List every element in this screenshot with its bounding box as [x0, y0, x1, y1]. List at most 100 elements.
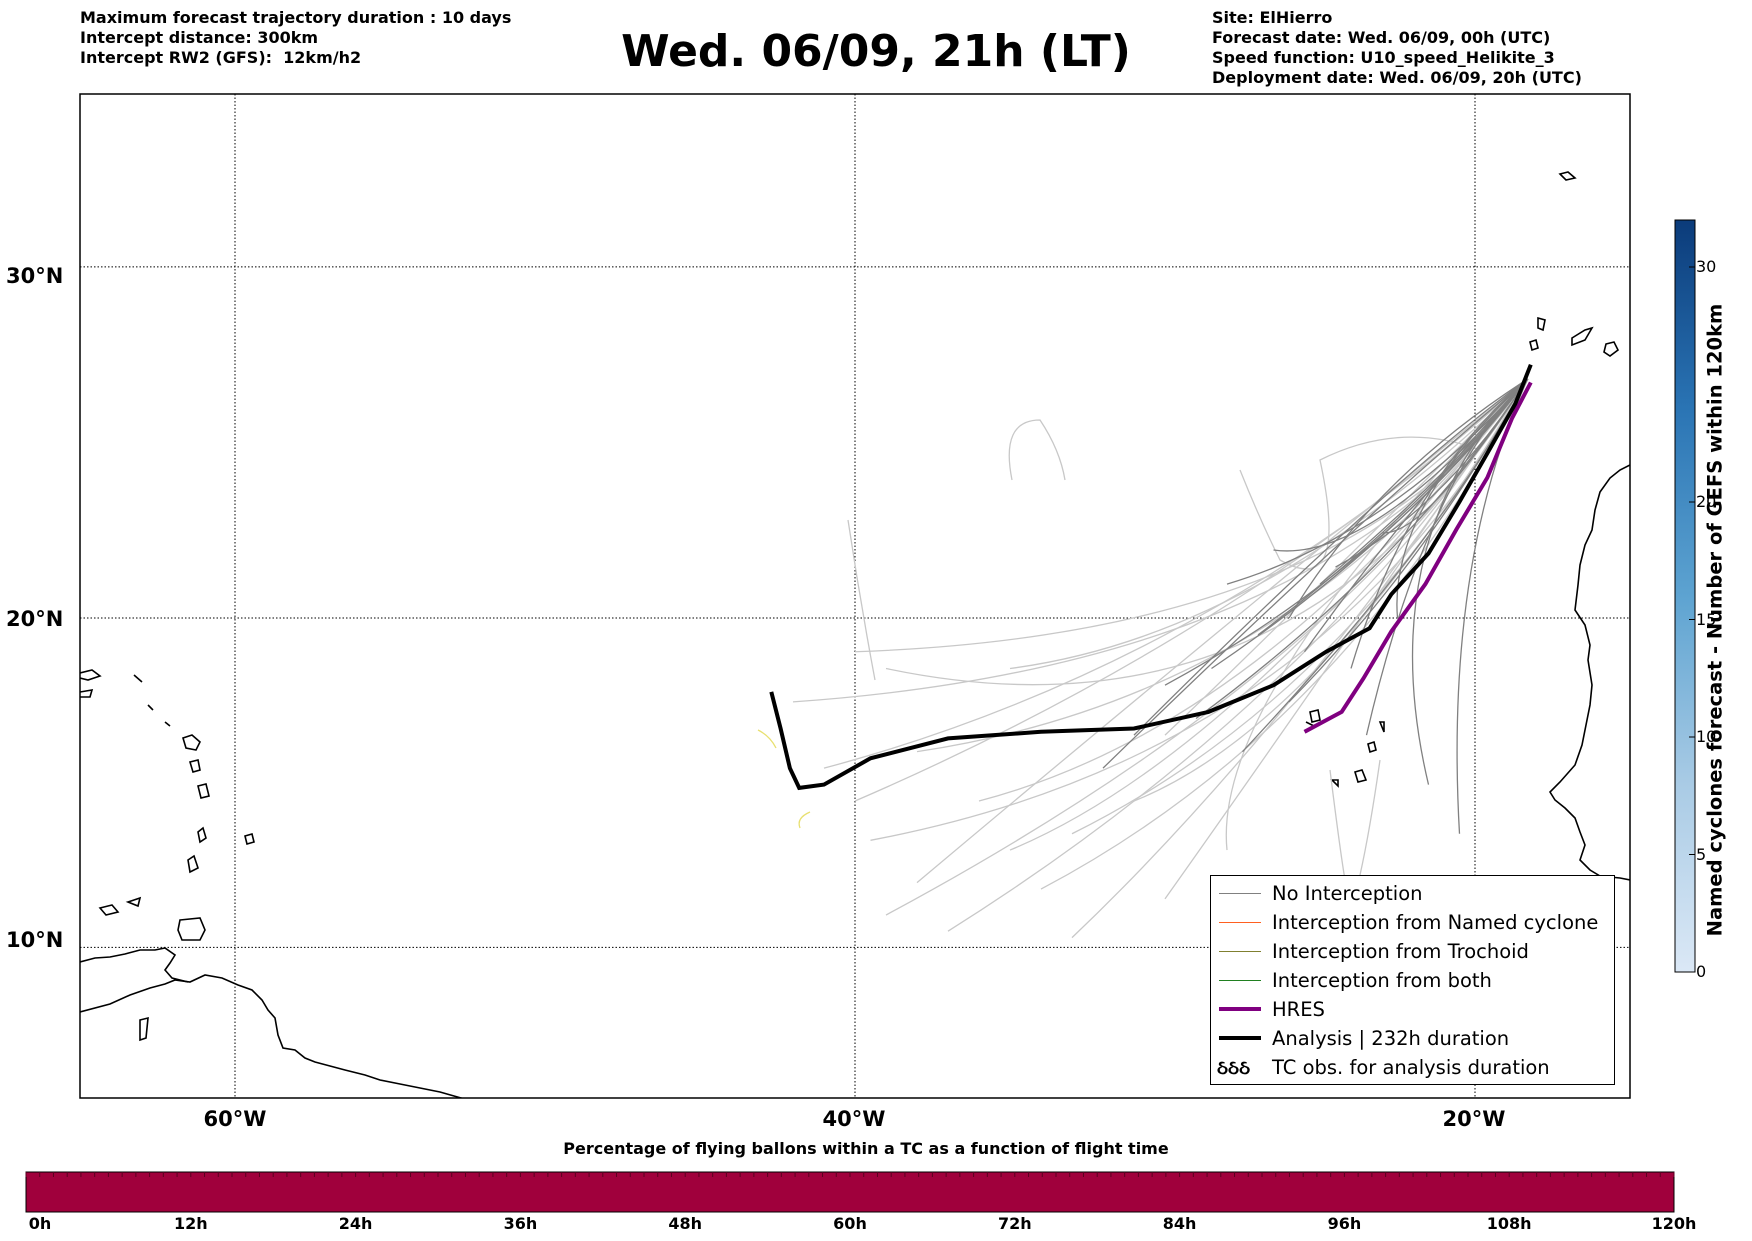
ensemble-member-17: [1365, 378, 1529, 736]
island-canary-1: [1537, 316, 1546, 332]
island-barbados: [244, 833, 255, 845]
header-left-line-2: Intercept distance: 300km: [80, 28, 319, 47]
ensemble-spread-member-8: [947, 378, 1529, 932]
legend-label-tc-obs: TC obs. for analysis duration: [1272, 1056, 1550, 1079]
ensemble-member-20: [1273, 378, 1529, 552]
colorbar-horizontal-tick-label-9: 108h: [1486, 1214, 1532, 1233]
colorbar-vertical-tick-label-30: 30: [1696, 257, 1717, 276]
colorbar-horizontal-tick-label-8: 96h: [1327, 1214, 1362, 1233]
island-lesser-antilles-5: [187, 854, 199, 874]
island-hispaniola: [80, 689, 94, 698]
island-canary-3: [1603, 341, 1620, 357]
ensemble-member-5: [1288, 378, 1529, 619]
legend-label-hres: HRES: [1272, 998, 1325, 1021]
header-right-line-3: Speed function: U10_speed_Helikite_3: [1212, 48, 1555, 67]
hres-trajectory: [1303, 381, 1533, 734]
ensemble-wander-3: [847, 519, 876, 681]
ensemble-spread-member-18: [1225, 378, 1529, 851]
ensemble-wander-1: [1239, 436, 1481, 570]
legend-swatch-hres: [1219, 1007, 1261, 1011]
colorbar-vertical-tick-label-0: 0: [1696, 962, 1707, 981]
island-small-2: [147, 704, 154, 711]
legend-swatch-both: [1219, 980, 1261, 981]
coast-africa: [1548, 464, 1630, 881]
colorbar-horizontal-tick-label-7: 84h: [1162, 1214, 1197, 1233]
island-canary-2: [1571, 326, 1594, 347]
lat-label-30: 30°N: [6, 264, 64, 288]
legend: No Interception Interception from Named …: [1210, 875, 1615, 1085]
island-lesser-antilles-1: [182, 734, 201, 751]
lon-label-60w: 60°W: [203, 1107, 267, 1131]
legend-label-analysis: Analysis | 232h duration: [1272, 1027, 1510, 1050]
ensemble-spread-member-5: [1009, 378, 1529, 851]
colorbar-vertical-tick-label-15: 15: [1696, 609, 1717, 629]
legend-label-named-cyclone: Interception from Named cyclone: [1272, 911, 1599, 934]
trochoid-mark-1: [757, 729, 777, 749]
lat-label-10: 10°N: [6, 928, 64, 952]
island-lesser-antilles-2: [188, 759, 201, 773]
map-frame: [79, 93, 1631, 1099]
island-lesser-antilles-4: [197, 826, 207, 844]
legend-item-hres: HRES: [1211, 996, 1614, 1024]
island-curacao: [98, 904, 120, 916]
ensemble-no-interception-lines: [1102, 378, 1529, 834]
analysis-trajectory: [769, 363, 1533, 791]
island-puerto-rico: [80, 669, 102, 681]
island-cape-verde-2: [1354, 769, 1368, 783]
colorbar-horizontal-tick-label-2: 24h: [338, 1214, 373, 1233]
colorbar-vertical-ticks: [1689, 266, 1695, 973]
island-trinidad: [177, 917, 206, 941]
ensemble-spread-member-16: [1009, 378, 1529, 670]
colorbar-vertical-tick-label-20: 20: [1696, 492, 1717, 511]
ensemble-member-10: [1102, 378, 1529, 769]
colorbar-horizontal-title: Percentage of flying ballons within a TC…: [563, 1139, 1169, 1158]
island-cape-verde-1: [1309, 709, 1321, 723]
ensemble-wander-4: [1329, 769, 1346, 881]
colorbar-horizontal-tick-label-4: 48h: [668, 1214, 703, 1233]
island-canary-4: [1529, 338, 1539, 352]
island-cape-verde-3: [1367, 740, 1377, 754]
ensemble-spread-member-20: [870, 378, 1529, 841]
coast-venezuela-north: [80, 947, 189, 983]
colorbar-vertical: [1674, 219, 1696, 973]
colorbar-vertical-tick-label-5: 5: [1696, 844, 1707, 864]
ensemble-spread-member-10: [1164, 378, 1529, 900]
colorbar-horizontal-tick-label-6: 72h: [997, 1214, 1032, 1233]
tc-obs-icon: ઠઠઠ: [1217, 1057, 1251, 1079]
map-title: Wed. 06/09, 21h (LT): [621, 26, 1131, 77]
legend-swatch-analysis: [1219, 1036, 1261, 1040]
island-small-1: [133, 674, 143, 683]
ensemble-spread-member-3: [916, 378, 1529, 753]
island-cape-verde-4: [1378, 721, 1385, 733]
ensemble-wander-2: [1008, 419, 1066, 481]
legend-swatch-named-cyclone: [1219, 922, 1261, 923]
coastlines: [80, 171, 1630, 1098]
header-right-line-2: Forecast date: Wed. 06/09, 00h (UTC): [1212, 28, 1551, 47]
legend-item-trochoid: Interception from Trochoid: [1211, 938, 1614, 966]
ensemble-spread-member-4: [978, 378, 1529, 802]
island-aruba: [125, 896, 142, 908]
ensemble-spread-member-6: [916, 378, 1529, 884]
ensemble-member-8: [1195, 378, 1529, 720]
header-right-line-1: Site: ElHierro: [1212, 8, 1333, 27]
legend-label-no-interception: No Interception: [1272, 882, 1423, 905]
ensemble-spread-member-1: [854, 378, 1529, 653]
legend-swatch-no-interception: [1219, 893, 1261, 894]
legend-item-tc-obs: ઠઠઠ TC obs. for analysis duration: [1211, 1054, 1614, 1082]
lon-label-40w: 40°W: [822, 1107, 886, 1131]
header-right-line-4: Deployment date: Wed. 06/09, 20h (UTC): [1212, 68, 1582, 87]
ensemble-member-19: [1226, 378, 1529, 585]
colorbar-horizontal-ticks: [25, 1172, 1675, 1177]
header-left-line-3: Intercept RW2 (GFS): 12km/h2: [80, 48, 362, 67]
trochoid-mark-2: [798, 811, 811, 829]
legend-label-both: Interception from both: [1272, 969, 1492, 992]
colorbar-horizontal: [25, 1171, 1675, 1213]
island-madeira: [1558, 171, 1577, 181]
ensemble-member-13: [1350, 378, 1529, 669]
lon-label-20w: 20°W: [1442, 1107, 1506, 1131]
ensemble-member-9: [1133, 378, 1529, 736]
legend-item-both: Interception from both: [1211, 967, 1614, 995]
coast-south-america: [80, 974, 464, 1098]
legend-item-analysis: Analysis | 232h duration: [1211, 1025, 1614, 1053]
